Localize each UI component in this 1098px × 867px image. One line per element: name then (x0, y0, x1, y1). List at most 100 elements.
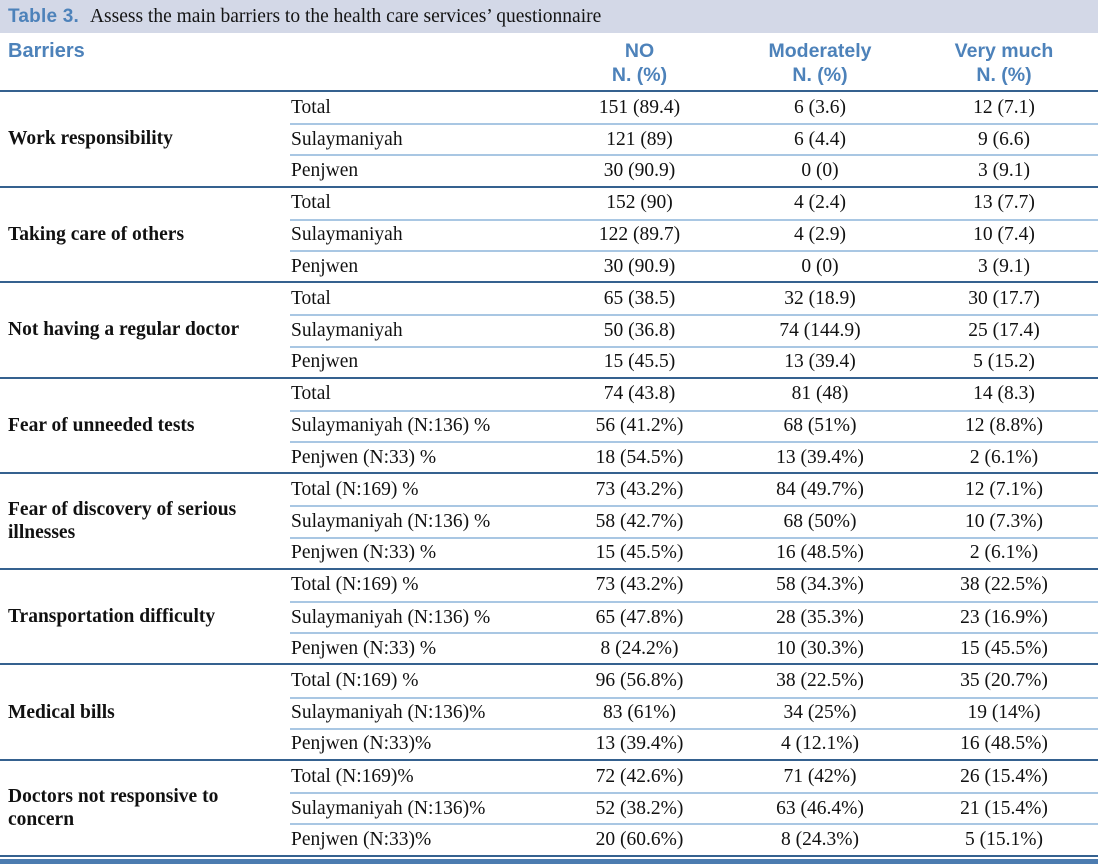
value-cell-very-much: 16 (48.5%) (960, 733, 1048, 755)
value-cell-moderately: 71 (42%) (783, 765, 857, 787)
value-cell-no: 15 (45.5%) (595, 542, 684, 564)
value-cell-very-much: 12 (8.8%) (965, 415, 1043, 437)
table-row: Penjwen 15 (45.5) 13 (39.4) 5 (15.2) (290, 345, 1098, 377)
row-label-cell: Penjwen (291, 255, 359, 277)
value-cell-no: 73 (43.2%) (595, 478, 684, 500)
row-label-cell: Total (291, 192, 331, 214)
value-cell-no: 65 (47.8%) (595, 606, 684, 628)
column-header-no: NO N. (%) (549, 40, 730, 88)
value-cell-very-much: 2 (6.1%) (969, 446, 1039, 468)
value-cell-very-much: 19 (14%) (967, 702, 1041, 724)
value-cell-very-much: 9 (6.6) (978, 128, 1030, 150)
table-title-bar: Table 3. Assess the main barriers to the… (0, 0, 1098, 33)
table-row: Sulaymaniyah (N:136)% 83 (61%) 34 (25%) 19 … (290, 696, 1098, 728)
column-header-barriers: Barriers (8, 40, 85, 62)
table-row: Penjwen (N:33) % 18 (54.5%) 13 (39.4%) 2 (6… (290, 441, 1098, 472)
barrier-group-rows: Total (N:169) % 73 (43.2%) 58 (34.3%) 38 (2… (290, 570, 1098, 664)
table-row: Sulaymaniyah 122 (89.7) 4 (2.9) 10 (7.4) (290, 218, 1098, 250)
value-cell-moderately: 4 (2.9) (794, 224, 846, 246)
row-label-cell: Total (N:169)% (291, 765, 414, 787)
table-row: Penjwen (N:33) % 15 (45.5%) 16 (48.5%) 2 (6… (290, 536, 1098, 568)
barrier-label: Medical bills (8, 701, 115, 723)
value-cell-no: 121 (89) (606, 128, 673, 150)
value-cell-moderately: 34 (25%) (783, 702, 857, 724)
column-header-no-line1: NO (624, 40, 655, 62)
value-cell-very-much: 35 (20.7%) (960, 669, 1048, 691)
barrier-label: Work responsibility (8, 128, 173, 150)
row-label-cell: Total (N:169) % (291, 478, 419, 500)
table-row: Total 65 (38.5) 32 (18.9) 30 (17.7) (290, 283, 1098, 314)
value-cell-moderately: 32 (18.9) (784, 287, 856, 309)
value-cell-moderately: 13 (39.4%) (776, 446, 864, 468)
value-cell-no: 50 (36.8) (603, 319, 676, 341)
value-cell-no: 30 (90.9) (603, 255, 676, 277)
value-cell-very-much: 3 (9.1) (978, 255, 1030, 277)
barrier-group: Fear of unneeded tests Total 74 (43.8) 81 (… (0, 376, 1098, 473)
value-cell-no: 96 (56.8%) (595, 669, 684, 691)
bottom-accent-bar (0, 858, 1098, 864)
value-cell-very-much: 12 (7.1) (973, 96, 1035, 118)
barrier-group: Doctors not responsive to concern Total (… (0, 758, 1098, 855)
barrier-group: Transportation difficulty Total (N:169) %… (0, 567, 1098, 664)
value-cell-moderately: 38 (22.5%) (776, 669, 864, 691)
value-cell-moderately: 4 (2.4) (794, 192, 846, 214)
value-cell-very-much: 10 (7.4) (973, 224, 1035, 246)
row-label-cell: Penjwen (N:33) % (291, 637, 437, 659)
row-label-cell: Penjwen (291, 351, 359, 373)
table-row: Sulaymaniyah (N:136) % 56 (41.2%) 68 (51%)… (290, 409, 1098, 441)
value-cell-no: 73 (43.2%) (595, 574, 684, 596)
table-row: Total (N:169) % 73 (43.2%) 84 (49.7%) 12 (7… (290, 474, 1098, 505)
value-cell-very-much: 30 (17.7) (968, 287, 1040, 309)
barrier-group-rows: Total 65 (38.5) 32 (18.9) 30 (17.7) Sulayman… (290, 283, 1098, 377)
table-row: Penjwen 30 (90.9) 0 (0) 3 (9.1) (290, 249, 1098, 281)
value-cell-no: 8 (24.2%) (600, 637, 679, 659)
value-cell-very-much: 5 (15.1%) (965, 828, 1043, 850)
table-row: Sulaymaniyah 50 (36.8) 74 (144.9) 25 (17.4) (290, 314, 1098, 345)
value-cell-no: 72 (42.6%) (595, 765, 684, 787)
value-cell-moderately: 68 (50%) (783, 511, 857, 533)
table-row: Penjwen (N:33)% 20 (60.6%) 8 (24.3%) 5 (15.… (290, 823, 1098, 854)
row-label-cell: Penjwen (N:33) % (291, 446, 437, 468)
value-cell-no: 83 (61%) (602, 702, 677, 724)
column-header-moderately: Moderately N. (%) (730, 40, 910, 88)
barrier-group-rows: Total (N:169)% 72 (42.6%) 71 (42%) 26 (15.4… (290, 761, 1098, 855)
value-cell-very-much: 3 (9.1) (978, 159, 1030, 181)
value-cell-very-much: 10 (7.3%) (965, 511, 1043, 533)
table-row: Total (N:169) % 96 (56.8%) 38 (22.5%) 35 (2… (290, 665, 1098, 696)
barrier-group: Not having a regular doctor Total 65 (38.5… (0, 281, 1098, 377)
value-cell-no: 152 (90) (606, 192, 673, 214)
row-label-cell: Penjwen (N:33)% (291, 828, 432, 850)
value-cell-moderately: 8 (24.3%) (781, 828, 859, 850)
barrier-group: Medical bills Total (N:169) % 96 (56.8%) 38… (0, 663, 1098, 759)
value-cell-very-much: 12 (7.1%) (965, 478, 1043, 500)
table-row: Sulaymaniyah 121 (89) 6 (4.4) 9 (6.6) (290, 123, 1098, 154)
value-cell-moderately: 68 (51%) (783, 415, 857, 437)
row-label-cell: Sulaymaniyah (N:136) % (291, 511, 491, 533)
value-cell-very-much: 14 (8.3) (973, 383, 1035, 405)
barrier-group-rows: Total 152 (90) 4 (2.4) 13 (7.7) Sulaymaniyah… (290, 188, 1098, 282)
barrier-group: Work responsibility Total 151 (89.4) 6 (3.6… (0, 92, 1098, 186)
value-cell-no: 151 (89.4) (598, 96, 681, 118)
value-cell-moderately: 81 (48) (791, 383, 849, 405)
value-cell-very-much: 25 (17.4) (968, 319, 1040, 341)
barrier-group: Fear of discovery of serious illnesses To… (0, 472, 1098, 568)
value-cell-moderately: 63 (46.4%) (776, 797, 864, 819)
barrier-label: Fear of discovery of serious illnesses (8, 499, 237, 544)
row-label-cell: Sulaymaniyah (291, 128, 403, 150)
value-cell-moderately: 4 (12.1%) (781, 733, 859, 755)
value-cell-very-much: 26 (15.4%) (960, 765, 1048, 787)
table-row: Sulaymaniyah (N:136)% 52 (38.2%) 63 (46.4%… (290, 792, 1098, 823)
table-row: Sulaymaniyah (N:136) % 58 (42.7%) 68 (50%)… (290, 505, 1098, 536)
column-header-very-much: Very much N. (%) (910, 40, 1098, 88)
table-row: Total 74 (43.8) 81 (48) 14 (8.3) (290, 379, 1098, 410)
value-cell-moderately: 6 (3.6) (794, 96, 846, 118)
value-cell-no: 122 (89.7) (598, 224, 681, 246)
table-row: Penjwen (N:33) % 8 (24.2%) 10 (30.3%) 15 (4… (290, 632, 1098, 663)
value-cell-no: 18 (54.5%) (595, 446, 684, 468)
value-cell-moderately: 0 (0) (801, 159, 839, 181)
row-label-cell: Penjwen (N:33) % (291, 542, 437, 564)
value-cell-very-much: 13 (7.7) (973, 192, 1035, 214)
value-cell-very-much: 21 (15.4%) (960, 797, 1048, 819)
value-cell-moderately: 58 (34.3%) (776, 574, 864, 596)
